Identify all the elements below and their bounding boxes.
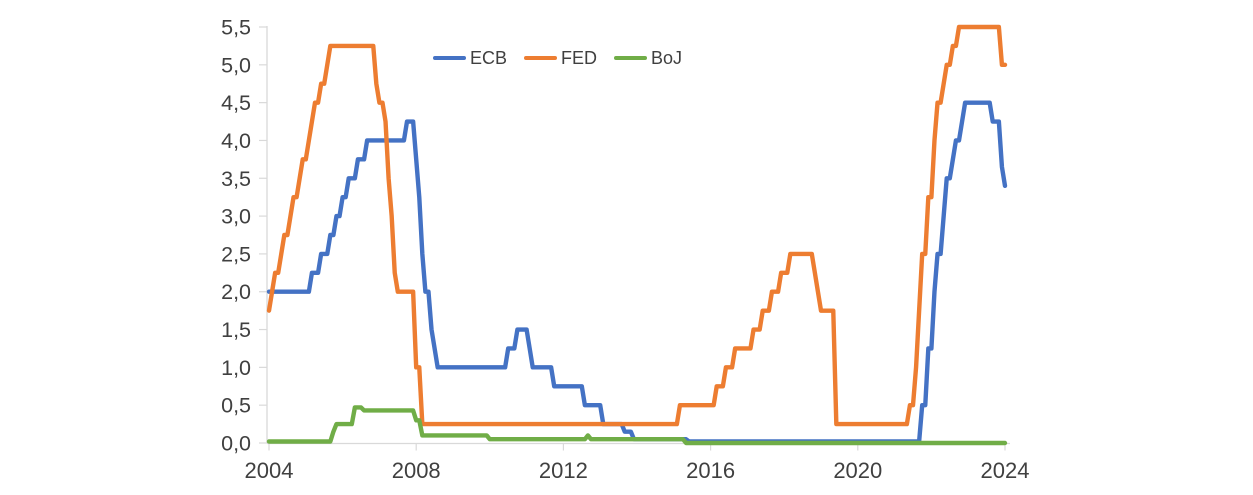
series-line-ecb: [266, 100, 1008, 444]
x-tick-label: 2024: [981, 458, 1030, 483]
legend-label-ecb: ECB: [470, 48, 508, 68]
y-tick-label: 0,0: [221, 432, 251, 456]
x-tick-label: 2012: [539, 458, 588, 483]
legend-item-ecb: ECB: [433, 49, 507, 67]
legend-label-boj: BoJ: [651, 48, 683, 68]
y-tick-label: 3,0: [221, 205, 251, 229]
y-tick-label: 3,5: [221, 167, 251, 191]
legend-label-fed: FED: [561, 48, 598, 68]
y-tick-label: 4,0: [221, 129, 251, 153]
series-line-boj: [266, 405, 1008, 446]
x-tick-label: 2020: [833, 458, 882, 483]
series-line-fed: [266, 24, 1008, 427]
legend-swatch-ecb: [433, 55, 466, 61]
y-tick-label: 4,5: [221, 91, 251, 115]
y-tick-label: 2,0: [221, 280, 251, 304]
y-tick-label: 1,0: [221, 356, 251, 380]
y-tick-label: 2,5: [221, 242, 251, 266]
chart-legend: ECB FED BoJ: [433, 49, 682, 67]
legend-item-fed: FED: [524, 49, 597, 67]
legend-swatch-boj: [614, 55, 648, 61]
y-tick-label: 1,5: [221, 318, 251, 342]
y-tick-label: 0,5: [221, 394, 251, 418]
x-tick-label: 2004: [245, 458, 294, 483]
y-tick-label: 5,5: [221, 16, 251, 40]
y-tick-label: 5,0: [221, 53, 251, 77]
legend-item-boj: BoJ: [614, 49, 682, 67]
x-tick-label: 2016: [686, 458, 735, 483]
x-tick-label: 2008: [392, 458, 441, 483]
legend-swatch-fed: [524, 55, 558, 61]
